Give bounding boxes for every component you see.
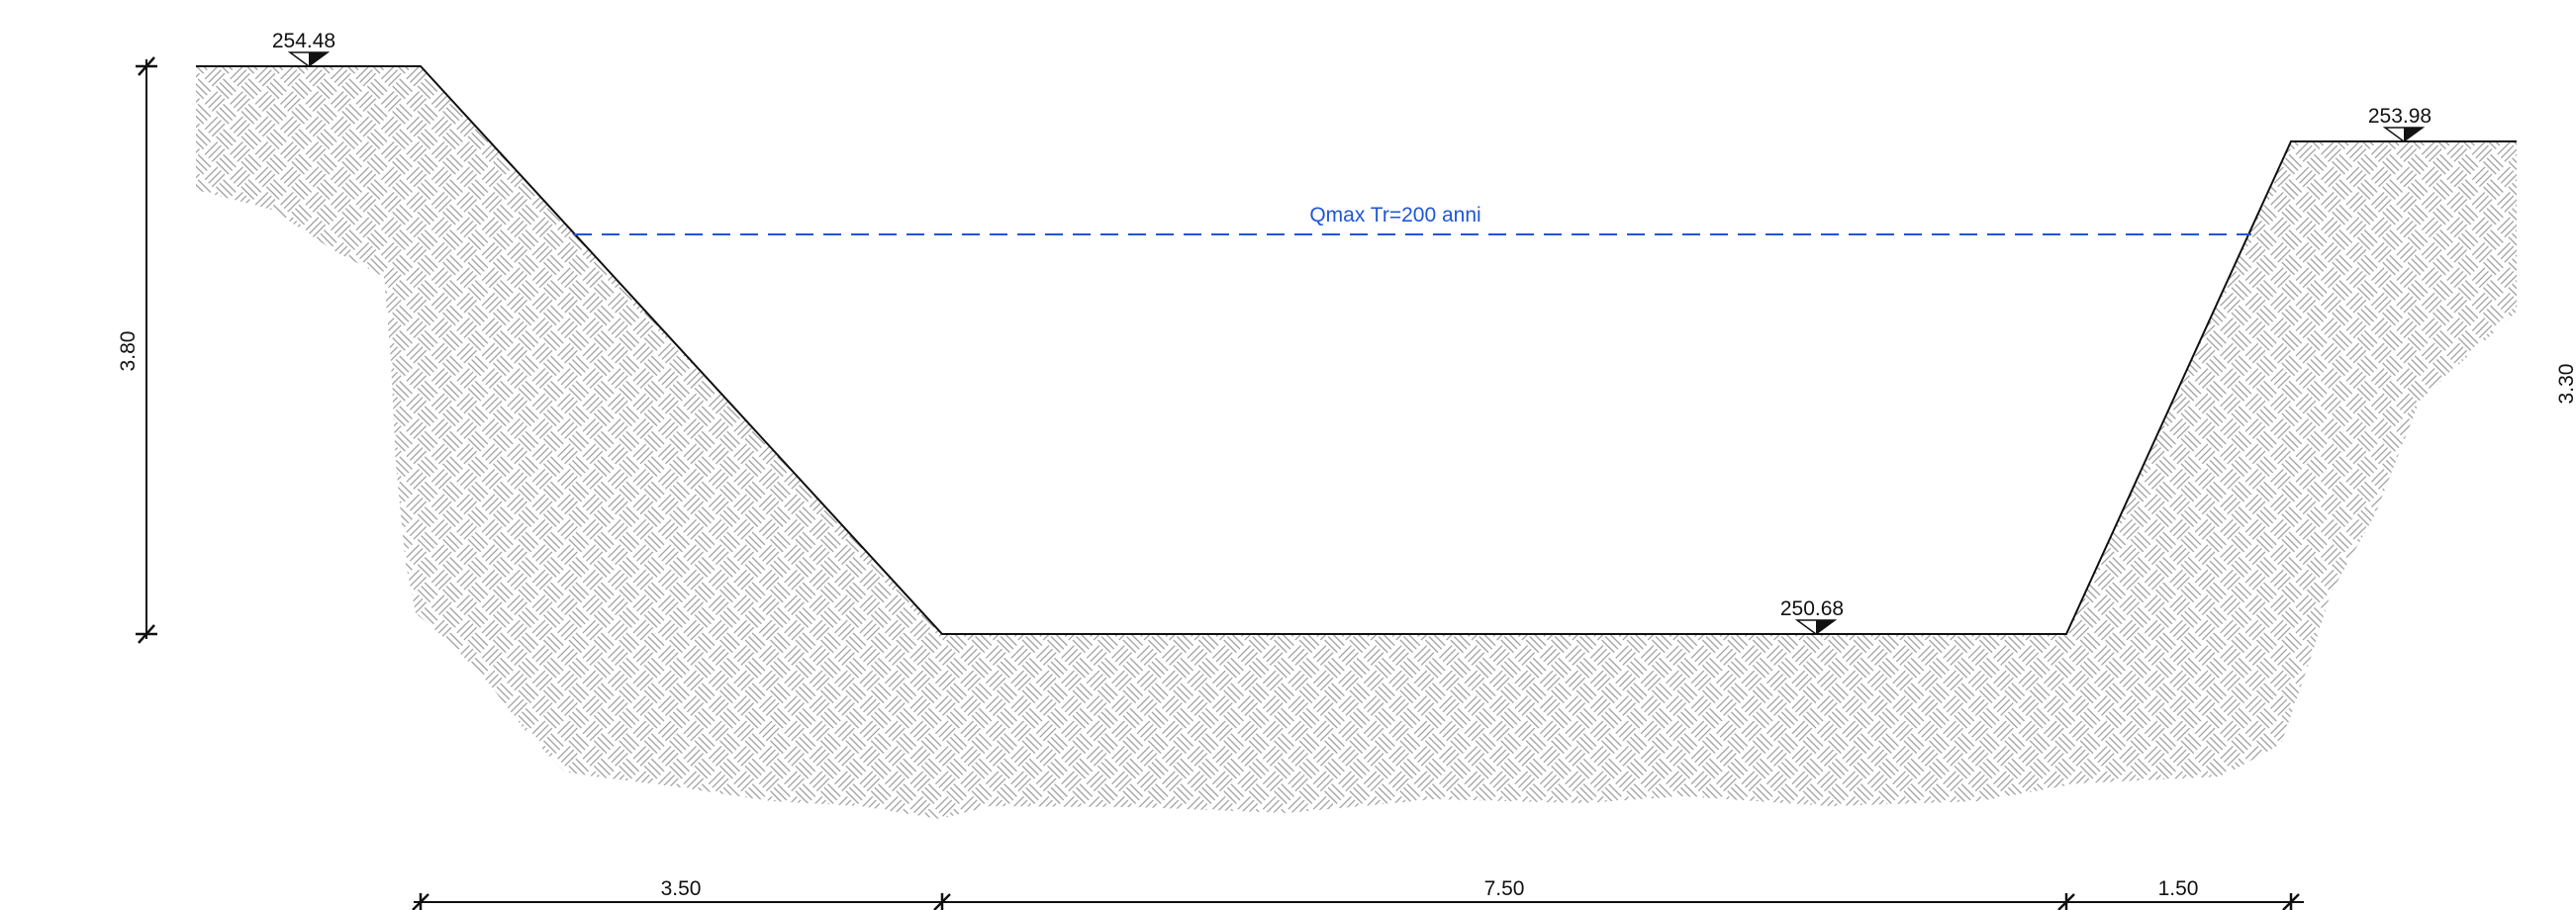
right-height-label: 3.30	[2555, 364, 2576, 405]
soil-hatch-area	[196, 66, 2517, 819]
right-slope-width-label: 1.50	[2158, 877, 2199, 900]
left-height-label: 3.80	[117, 331, 140, 372]
elevation-marker-right-top: 253.98	[2368, 105, 2432, 141]
elevation-label-left-top: 254.48	[272, 30, 335, 52]
elevation-label-bottom: 250.68	[1780, 597, 1844, 620]
water-level-label: Qmax Tr=200 anni	[1309, 204, 1480, 227]
elevation-marker-left-top: 254.48	[272, 30, 335, 66]
left-height-dimension: 3.80	[117, 57, 157, 643]
bottom-width-dimension-chain: 3.50 7.50 1.50	[413, 877, 2304, 910]
elevation-marker-bottom: 250.68	[1780, 597, 1844, 634]
elevation-label-right-top: 253.98	[2368, 105, 2432, 128]
bottom-width-label: 7.50	[1484, 877, 1525, 900]
left-slope-width-label: 3.50	[661, 877, 702, 900]
